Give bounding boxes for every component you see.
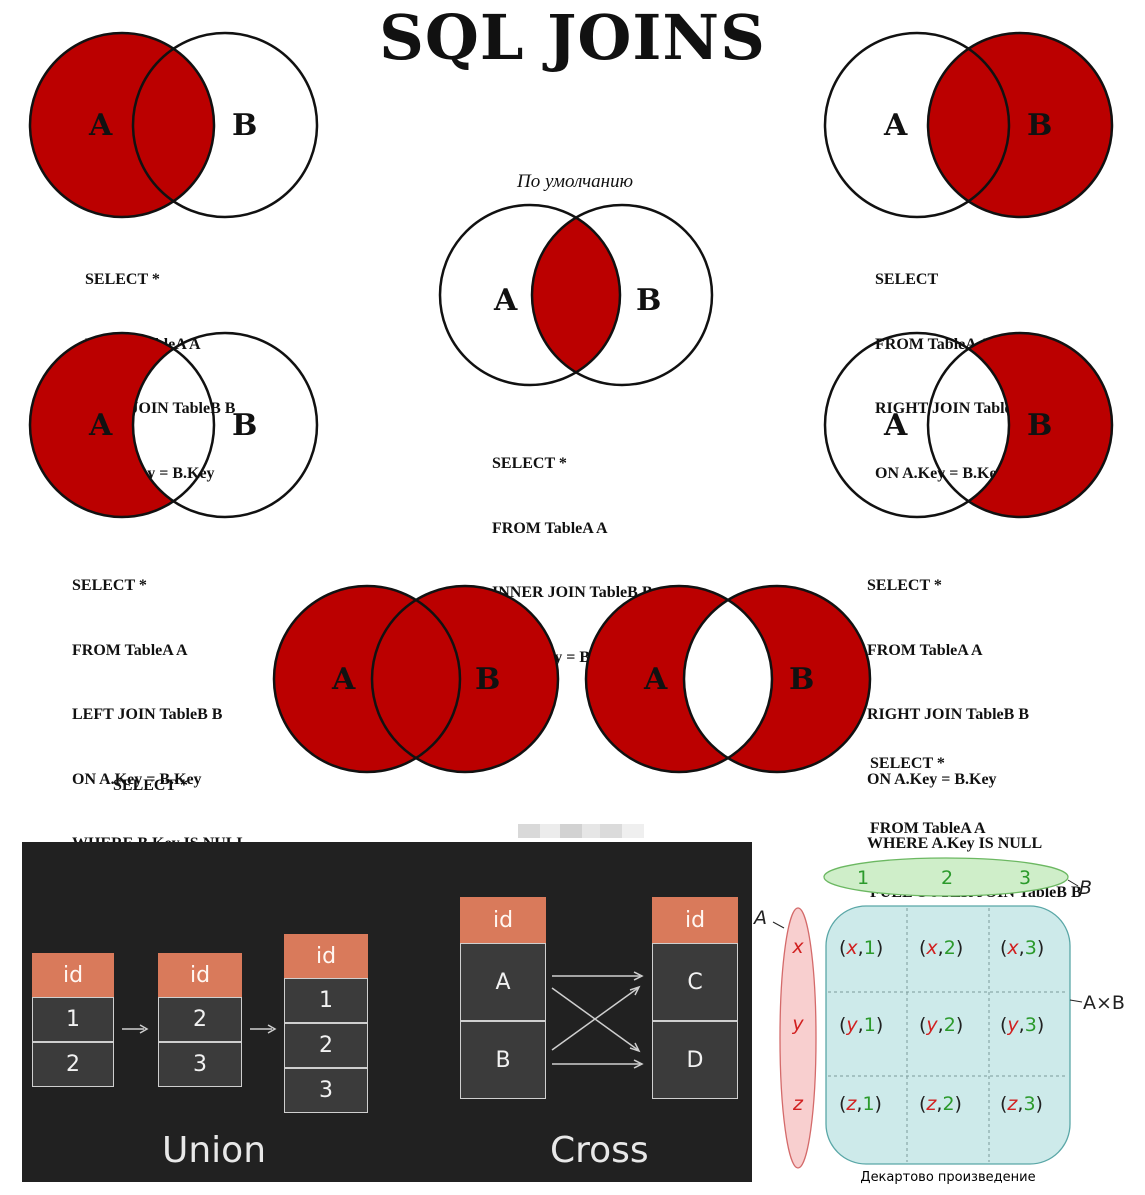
query-line: FROM TableA A — [870, 819, 986, 837]
a-set-label: A — [752, 907, 767, 929]
union-table2-cell: 3 — [158, 1042, 242, 1087]
set-a-label: A — [331, 662, 356, 697]
union-table2-header: id — [158, 953, 242, 997]
a-item: x — [791, 936, 804, 958]
cross-right-cell: D — [652, 1021, 738, 1099]
decorative-strip — [518, 824, 644, 838]
query-line: SELECT * — [492, 455, 567, 472]
set-b-label: B — [636, 283, 661, 318]
set-a-label: A — [883, 108, 908, 143]
product-cell: (y,3) — [1000, 1014, 1044, 1036]
query-line: SELECT * — [85, 271, 160, 288]
venn-full-outer-excl: A B — [584, 584, 872, 774]
b-item: 3 — [1019, 867, 1031, 889]
query-line: LEFT JOIN TableB B — [72, 706, 223, 723]
cross-caption: Cross — [550, 1130, 649, 1171]
query-line: RIGHT JOIN TableB B — [867, 706, 1029, 723]
union-table2-cell: 2 — [158, 997, 242, 1042]
set-b-label: B — [475, 662, 500, 697]
query-line: SELECT * — [113, 777, 188, 794]
union-caption: Union — [162, 1130, 267, 1171]
cross-right-header: id — [652, 897, 738, 943]
product-label: A×B — [1083, 992, 1125, 1014]
product-cell: (x,2) — [919, 937, 963, 959]
cross-right-cell: C — [652, 943, 738, 1021]
set-b-label: B — [1027, 108, 1052, 143]
page-title: SQL JOINS — [379, 1, 766, 74]
a-item: z — [792, 1093, 804, 1115]
query-line: FROM TableA A — [867, 641, 983, 659]
union-result-cell: 2 — [284, 1023, 368, 1068]
cartesian-product-diagram: 1 2 3 B x y z A (x,1) (x,2) (x,3) (y,1) … — [752, 857, 1125, 1185]
set-a-label: A — [883, 408, 908, 443]
union-table1-cell: 2 — [32, 1042, 114, 1087]
query-line: ON A.Key = B.Key — [72, 770, 202, 788]
set-b-label: B — [789, 662, 814, 697]
set-a-label: A — [643, 662, 668, 697]
product-cell: (y,1) — [839, 1014, 883, 1036]
query-line: ON A.Key = B.Key — [867, 770, 997, 788]
set-b-label: B — [232, 408, 257, 443]
product-cell: (y,2) — [919, 1014, 963, 1036]
union-result-header: id — [284, 934, 368, 978]
venn-full-outer: A B — [272, 584, 560, 774]
query-line: WHERE A.Key IS NULL — [867, 835, 1043, 852]
venn-right-join: A B — [823, 31, 1114, 219]
product-cell: (z,1) — [839, 1093, 882, 1115]
cross-left-header: id — [460, 897, 546, 943]
default-label: По умолчанию — [516, 171, 633, 192]
product-cell: (x,1) — [839, 937, 883, 959]
set-b-label: B — [232, 108, 257, 143]
union-table1-header: id — [32, 953, 114, 997]
union-arrow-icon — [122, 1024, 149, 1034]
query-line: FROM TableA A — [492, 519, 608, 537]
set-a-label: A — [88, 108, 113, 143]
b-set-label: B — [1079, 877, 1092, 899]
union-table1-cell: 1 — [32, 997, 114, 1042]
a-item: y — [791, 1013, 804, 1035]
union-arrow-icon — [250, 1024, 277, 1034]
product-cell: (z,3) — [1000, 1093, 1043, 1115]
query-line: SELECT * — [870, 755, 945, 772]
venn-left-only: A B — [28, 331, 319, 519]
cross-arrows-icon — [551, 971, 644, 1069]
union-result-cell: 3 — [284, 1068, 368, 1113]
cross-left-cell: A — [460, 943, 546, 1021]
query-right-only: SELECT * FROM TableA A RIGHT JOIN TableB… — [867, 532, 1042, 876]
set-a-label: A — [493, 283, 518, 318]
query-line: FROM TableA A — [72, 641, 188, 659]
b-item: 2 — [941, 867, 953, 889]
venn-right-only: A B — [823, 331, 1114, 519]
set-a-label: A — [88, 408, 113, 443]
venn-inner-join: A B — [438, 203, 714, 387]
venn-left-join: A B — [28, 31, 319, 219]
set-b-label: B — [1027, 408, 1052, 443]
product-cell: (z,2) — [919, 1093, 962, 1115]
query-line: SELECT * — [867, 577, 942, 594]
query-line: SELECT * — [72, 577, 147, 594]
union-result-cell: 1 — [284, 978, 368, 1023]
cartesian-caption: Декартово произведение — [860, 1170, 1035, 1185]
b-item: 1 — [857, 867, 869, 889]
query-line: SELECT — [875, 271, 939, 288]
union-cross-panel: id 1 2 id 2 3 id 1 2 3 Union id A B id C… — [22, 842, 752, 1182]
cross-left-cell: B — [460, 1021, 546, 1099]
product-cell: (x,3) — [1000, 937, 1044, 959]
